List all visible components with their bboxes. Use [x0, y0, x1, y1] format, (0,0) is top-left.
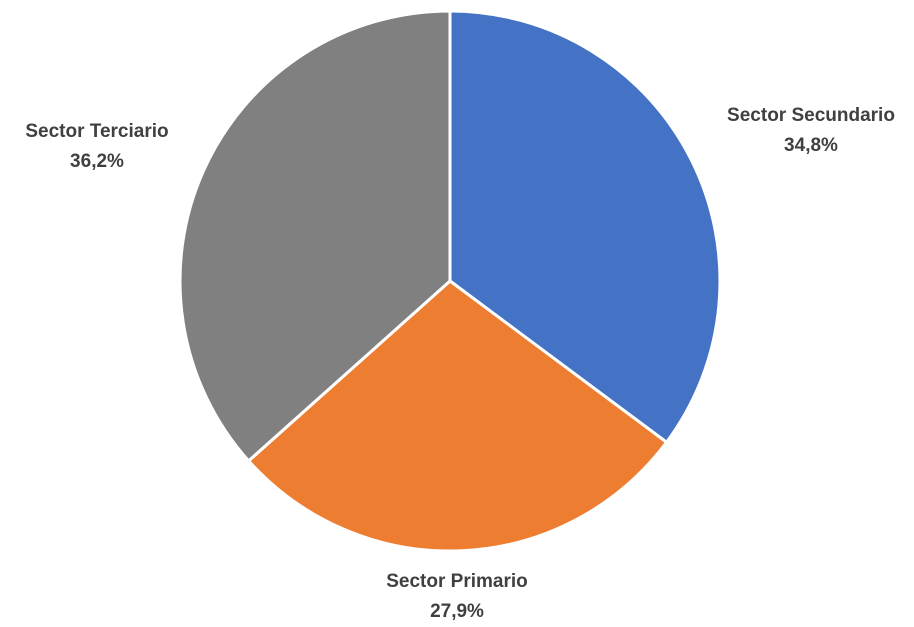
- data-label-name: Sector Secundario: [727, 105, 895, 126]
- data-label-sector-terciario: Sector Terciario 36,2%: [25, 117, 168, 177]
- data-label-name: Sector Primario: [386, 571, 528, 592]
- data-label-sector-primario: Sector Primario 27,9%: [386, 567, 528, 627]
- data-label-percent: 36,2%: [70, 151, 124, 172]
- pie-slice-sector-secundario: [448, 9, 722, 444]
- data-label-percent: 34,8%: [784, 135, 838, 156]
- pie-slice-sector-primario: [247, 279, 669, 553]
- pie-slice-sector-terciario: [178, 9, 452, 463]
- data-label-percent: 27,9%: [430, 601, 484, 622]
- data-label-name: Sector Terciario: [25, 121, 169, 142]
- data-label-sector-secundario: Sector Secundario 34,8%: [727, 101, 895, 161]
